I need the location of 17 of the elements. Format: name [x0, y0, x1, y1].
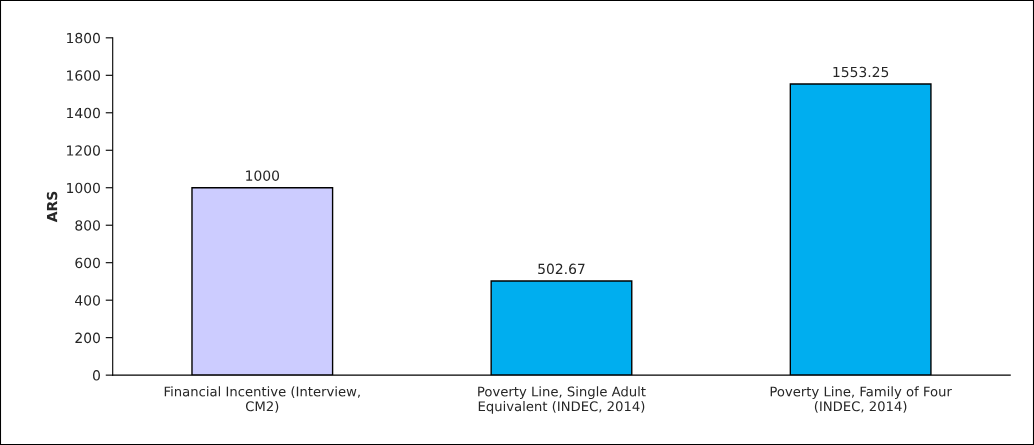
x-tick-label: Financial Incentive (Interview, CM2) [164, 386, 360, 413]
y-tick-label: 0 [92, 370, 100, 381]
y-tick-label: 400 [75, 295, 100, 306]
data-label: 502.67 [538, 263, 585, 275]
y-tick-label: 1600 [67, 70, 100, 81]
y-tick-label: 1000 [67, 182, 100, 194]
y-tick-label: 600 [75, 257, 100, 269]
y-tick-label: 200 [75, 332, 100, 344]
y-tick-label: 800 [75, 220, 100, 231]
x-tick-label: Poverty Line, Family of Four (INDEC, 2014) [770, 386, 952, 413]
y-tick-label: 1400 [67, 107, 100, 119]
y-axis-title: ARS [46, 191, 58, 223]
data-label: 1000 [246, 170, 280, 181]
y-tick-label: 1800 [67, 32, 100, 44]
y-tick-label: 1200 [67, 145, 100, 156]
x-tick-label: Poverty Line, Single Adult Equivalent (INDEC, 2014) [478, 386, 646, 414]
data-label: 1553.25 [833, 66, 889, 78]
